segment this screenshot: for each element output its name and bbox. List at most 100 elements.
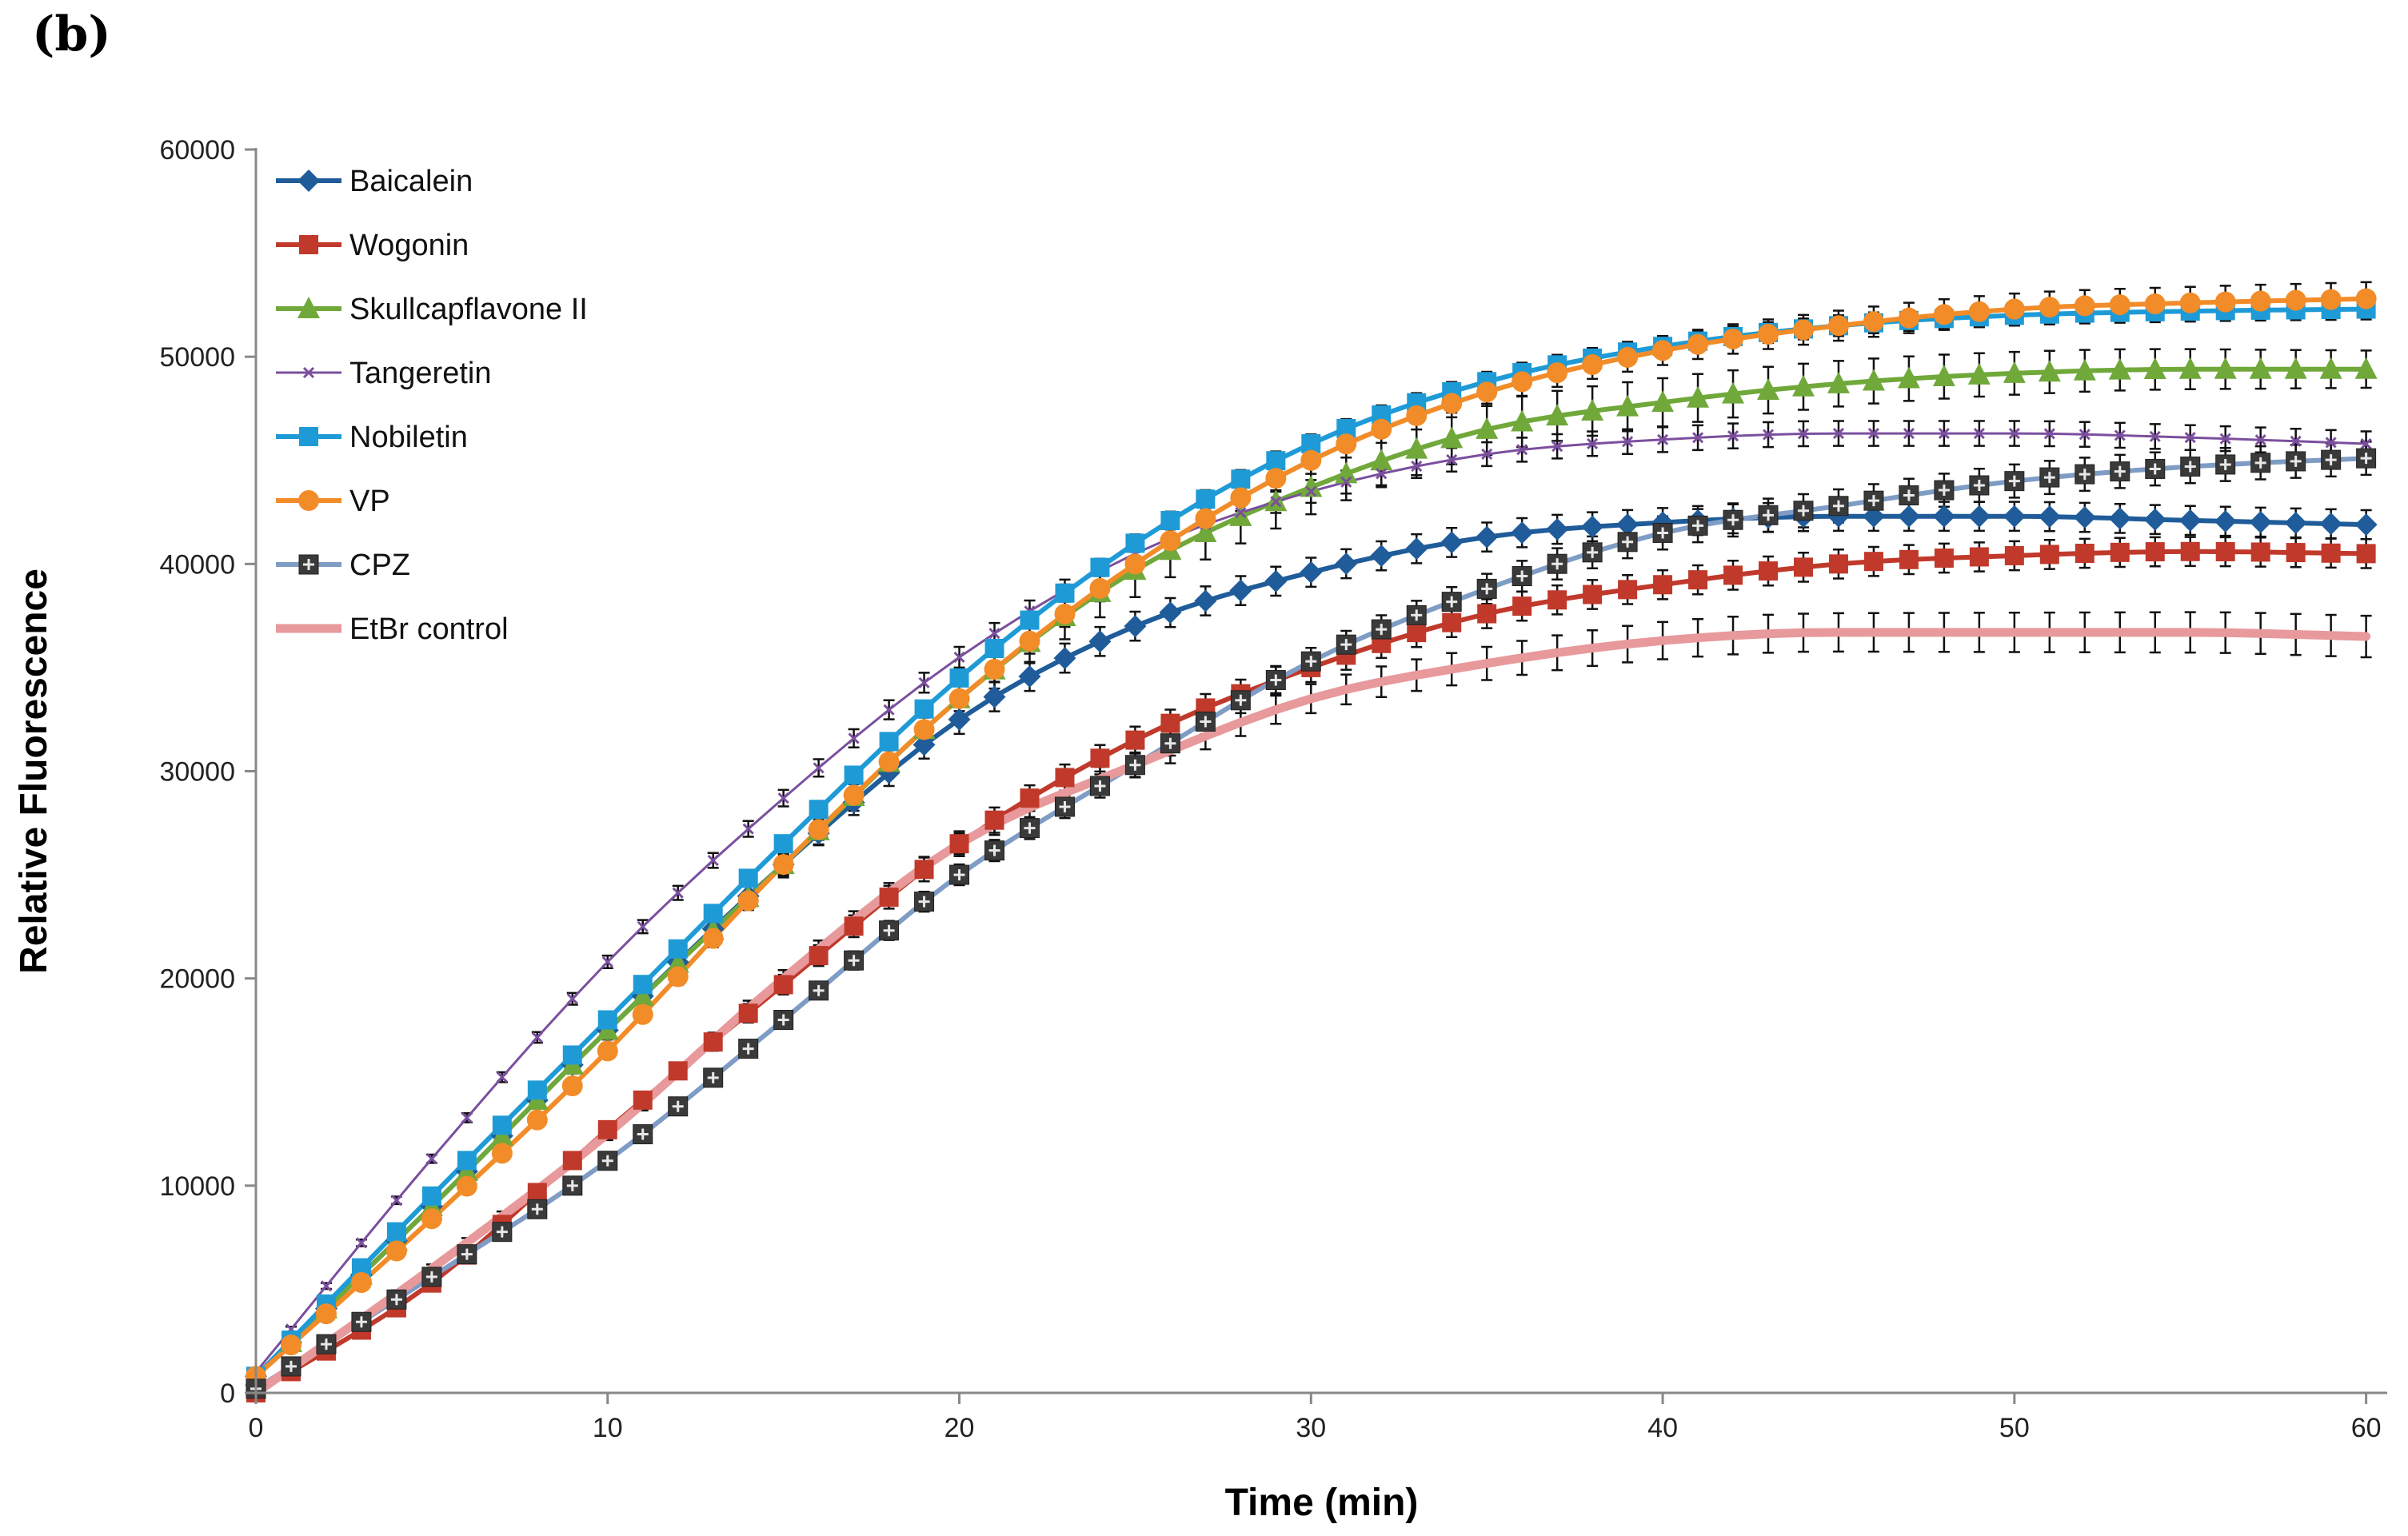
data-point-vp [878, 751, 900, 772]
data-point-cpz [2321, 449, 2342, 470]
data-point-cpz [1617, 532, 1638, 553]
data-point-nobiletin [492, 1115, 512, 1135]
data-point-tangeretin [777, 792, 789, 804]
data-point-tangeretin [1411, 461, 1423, 473]
data-point-skullcapflavone-ii [455, 1159, 478, 1181]
data-point-cpz-cross [1059, 800, 1071, 812]
legend-label: Skullcapflavone II [349, 293, 588, 326]
data-point-nobiletin [879, 732, 899, 752]
data-point-vp [1019, 630, 1040, 652]
data-point-cpz-box [2250, 453, 2271, 473]
data-point-vp [1230, 487, 1252, 509]
data-point-skullcapflavone-ii [1581, 399, 1604, 421]
data-point-cpz-cross [988, 844, 1000, 856]
data-point-skullcapflavone-ii [2073, 358, 2096, 381]
data-point-baicalein [1862, 505, 1885, 528]
y-tick-label: 60000 [159, 135, 235, 166]
data-point-nobiletin [633, 975, 653, 995]
data-point-cpz-cross [848, 955, 860, 967]
data-point-tangeretin [637, 920, 649, 932]
legend-swatch-marker [298, 170, 320, 192]
data-point-cpz [1723, 509, 1743, 530]
data-point-vp [2179, 292, 2201, 313]
data-point-cpz [2180, 457, 2201, 477]
data-point-skullcapflavone-ii [1687, 385, 1710, 408]
data-point-cpz-cross [2360, 453, 2372, 465]
data-point-cpz [562, 1175, 583, 1196]
data-point-nobiletin [1196, 489, 1216, 509]
data-point-vp [280, 1335, 301, 1356]
data-point-cpz [1336, 634, 1356, 655]
data-point-wogonin [1618, 580, 1638, 600]
legend-label: VP [349, 485, 390, 518]
data-point-cpz-cross [285, 1360, 297, 1372]
data-point-nobiletin [527, 1080, 547, 1100]
x-axis-title: Time (min) [1225, 1482, 1419, 1524]
data-point-cpz [2039, 467, 2060, 488]
data-point-wogonin [879, 888, 899, 908]
legend-swatch-marker [302, 366, 315, 379]
x-tick-label: 20 [944, 1413, 975, 1443]
data-point-vp [773, 854, 794, 876]
data-point-cpz [1652, 522, 1673, 543]
data-point-cpz [1969, 475, 1990, 496]
data-point-cpz-cross [1446, 596, 1458, 608]
y-tick-label: 0 [220, 1378, 235, 1409]
data-point-cpz-cross [2325, 454, 2337, 466]
data-point-wogonin [984, 810, 1004, 830]
data-point-cpz [2004, 471, 2025, 492]
data-point-nobiletin [1231, 469, 1251, 489]
data-point-vp [843, 784, 865, 806]
data-point-cpz-cross [637, 1128, 649, 1140]
data-point-cpz [527, 1199, 548, 1219]
data-point-wogonin [1969, 547, 1989, 567]
legend-label: Baicalein [349, 165, 473, 198]
data-point-cpz-cross [1411, 609, 1423, 621]
data-point-tangeretin [531, 1031, 543, 1043]
series-line-cpz [254, 456, 2369, 1391]
data-point-wogonin [633, 1090, 653, 1110]
data-point-tangeretin [2043, 428, 2055, 440]
data-point-skullcapflavone-ii [1827, 371, 1850, 393]
data-point-wogonin [949, 834, 969, 854]
data-point-wogonin [1512, 596, 1532, 616]
data-point-baicalein [2143, 508, 2166, 531]
data-point-vp [1758, 323, 1779, 345]
data-point-cpz [1899, 485, 1919, 506]
data-point-nobiletin [386, 1222, 406, 1242]
data-point-tangeretin [707, 854, 719, 867]
data-point-cpz-cross [2079, 469, 2091, 481]
data-point-wogonin [1477, 604, 1497, 624]
data-point-baicalein [1159, 601, 1182, 624]
data-point-vp [385, 1240, 407, 1262]
data-point-wogonin [2110, 542, 2130, 562]
data-point-baicalein [1088, 630, 1112, 653]
data-point-cpz [492, 1222, 513, 1243]
data-point-baicalein [1053, 647, 1076, 670]
data-point-vp [1933, 304, 1955, 325]
data-point-cpz-cross [1763, 509, 1775, 521]
data-point-cpz-cross [2114, 465, 2126, 477]
data-point-vp [1898, 307, 1919, 329]
data-point-cpz-cross [1164, 737, 1176, 749]
legend-swatch-marker [298, 490, 319, 511]
data-point-cpz-cross [1376, 624, 1388, 636]
data-point-vp [1511, 371, 1533, 393]
data-point-baicalein [2108, 507, 2131, 530]
data-point-baicalein [1581, 515, 1604, 538]
data-point-skullcapflavone-ii [2249, 357, 2272, 379]
data-point-cpz [2145, 458, 2166, 479]
data-point-tangeretin [390, 1195, 402, 1207]
data-point-tangeretin [1446, 453, 1458, 466]
data-point-cpz [421, 1267, 442, 1287]
data-point-cpz [1582, 542, 1603, 563]
data-point-tangeretin [496, 1071, 508, 1083]
legend-item-cpz: CPZ [276, 549, 410, 582]
data-point-tangeretin [2008, 427, 2020, 440]
data-point-vp [1547, 362, 1568, 384]
data-point-tangeretin [2149, 430, 2161, 442]
data-point-skullcapflavone-ii [2143, 357, 2166, 379]
data-point-cpz-cross [1024, 822, 1036, 834]
data-point-wogonin [1723, 565, 1743, 585]
data-point-vp [1160, 530, 1181, 552]
